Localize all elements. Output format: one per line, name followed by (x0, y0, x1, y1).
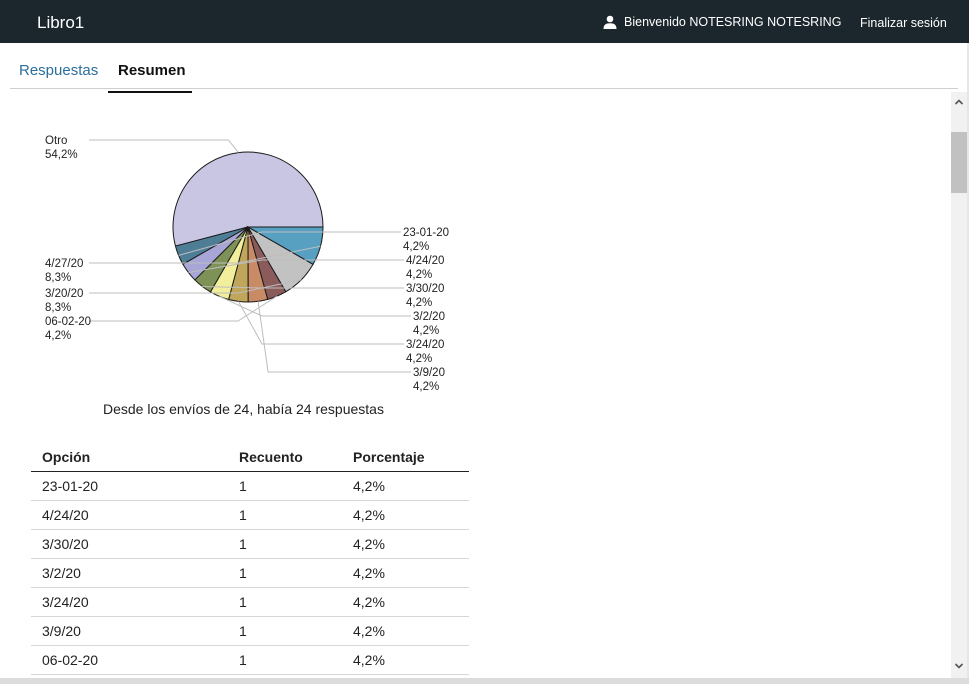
pie-slice-label: 06-02-20 (45, 316, 91, 328)
pie-slice-label: 4/27/20 (45, 258, 83, 270)
pie-slice-label: 3/24/20 (406, 339, 444, 351)
response-summary: Desde los envíos de 24, había 24 respues… (103, 401, 384, 417)
pie-slice-label: 3/9/20 (413, 367, 445, 379)
percentage-cell: 4,2% (342, 587, 469, 617)
pie-slice-label: 23-01-20 (403, 227, 449, 239)
pie-slice-label: Otro (45, 135, 67, 147)
user-area: Bienvenido NOTESRING NOTESRING (603, 15, 841, 29)
percentage-cell: 4,2% (342, 645, 469, 675)
count-cell: 1 (228, 558, 342, 588)
pie-leader-line (89, 279, 302, 294)
scroll-up-arrow-icon[interactable] (953, 96, 965, 108)
active-tab-indicator (108, 91, 192, 93)
count-cell: 1 (228, 616, 342, 646)
percentage-cell: 4,2% (342, 471, 469, 501)
pie-leader-line (178, 231, 401, 256)
pie-slice-label: 3/2/20 (413, 311, 445, 323)
pie-leader-line (257, 301, 411, 373)
logout-link[interactable]: Finalizar sesión (860, 16, 947, 30)
tabs-divider (10, 88, 958, 89)
option-cell: 3/2/20 (31, 558, 228, 588)
table-body: 23-01-20 1 4,2% 4/24/20 1 4,2% 3/30/20 1 4,2% 3/2… (31, 471, 469, 675)
pie-leader-line (188, 259, 404, 273)
table-row: 3/24/20 1 4,2% (31, 587, 469, 617)
count-cell: 1 (228, 471, 342, 501)
count-cell: 1 (228, 500, 342, 530)
pie-leader-line (219, 295, 411, 317)
count-cell: 1 (228, 529, 342, 559)
count-cell: 1 (228, 645, 342, 675)
welcome-text: Bienvenido NOTESRING NOTESRING (624, 15, 842, 29)
tab-bar: Respuestas Resumen (0, 43, 958, 93)
vertical-scrollbar[interactable] (951, 92, 967, 678)
percentage-cell: 4,2% (342, 529, 469, 559)
option-cell: 3/30/20 (31, 529, 228, 559)
app-title: Libro1 (37, 13, 85, 32)
column-header-option: Opción (31, 442, 228, 472)
table-row: 06-02-20 1 4,2% (31, 645, 469, 675)
pie-slice-label: 4/24/20 (406, 255, 444, 267)
option-cell: 23-01-20 (31, 471, 228, 501)
count-cell: 1 (228, 587, 342, 617)
pie-slice-label: 3/20/20 (45, 288, 83, 300)
pie-slice-percentage: 54,2% (45, 149, 78, 161)
window-bottom-edge (0, 678, 969, 684)
pie-slice-percentage: 4,2% (45, 330, 71, 342)
option-cell: 4/24/20 (31, 500, 228, 530)
pie-slice-percentage: 8,3% (45, 272, 71, 284)
table-row: 3/9/20 1 4,2% (31, 616, 469, 646)
pie-slice-percentage: 4,2% (406, 269, 432, 281)
column-header-count: Recuento (228, 442, 342, 472)
pie-slice-percentage: 4,2% (413, 381, 439, 393)
option-cell: 06-02-20 (31, 645, 228, 675)
pie-leader-line (89, 295, 278, 322)
results-table: Opción Recuento Porcentaje 23-01-20 1 4,2%… (31, 442, 469, 675)
pie-leader-line (89, 245, 321, 264)
pie-slice-percentage: 4,2% (413, 325, 439, 337)
table-row: 23-01-20 1 4,2% (31, 471, 469, 501)
percentage-cell: 4,2% (342, 616, 469, 646)
tab-summary[interactable]: Resumen (118, 62, 186, 79)
tab-responses[interactable]: Respuestas (19, 62, 99, 79)
pie-slice-percentage: 4,2% (406, 297, 432, 309)
pie-slice-percentage: 4,2% (406, 353, 432, 365)
scrollbar-thumb[interactable] (951, 132, 967, 193)
pie-leader-line (89, 139, 239, 153)
window-edge (967, 43, 969, 683)
option-cell: 3/24/20 (31, 587, 228, 617)
pie-slice-percentage: 4,2% (403, 241, 429, 253)
pie-slice-percentage: 8,3% (45, 302, 71, 314)
table-header-row: Opción Recuento Porcentaje (31, 442, 469, 472)
scroll-down-arrow-icon[interactable] (953, 660, 965, 672)
top-bar: Libro1 Bienvenido NOTESRING NOTESRING Fi… (0, 0, 969, 43)
pie-slice-label: 3/30/20 (406, 283, 444, 295)
option-cell: 3/9/20 (31, 616, 228, 646)
percentage-cell: 4,2% (342, 558, 469, 588)
table-row: 3/2/20 1 4,2% (31, 558, 469, 588)
user-icon (603, 15, 617, 29)
table-row: 3/30/20 1 4,2% (31, 529, 469, 559)
table-row: 4/24/20 1 4,2% (31, 500, 469, 530)
percentage-cell: 4,2% (342, 500, 469, 530)
column-header-percentage: Porcentaje (342, 442, 469, 472)
pie-chart: Otro 54,2% 23-01-20 4,2% 4/24/20 4,2% 3/30/20 4… (45, 135, 449, 393)
